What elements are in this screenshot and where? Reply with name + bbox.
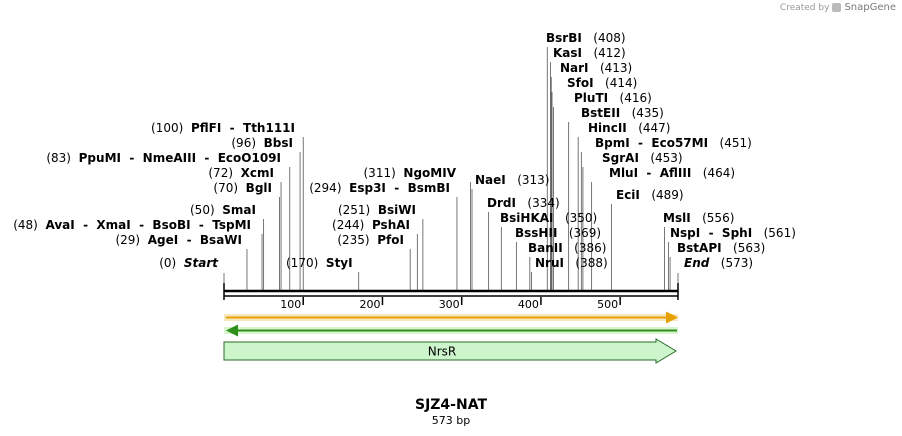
snapgene-credit: Created by SnapGene (780, 2, 896, 13)
site-label[interactable]: HincII (447) (588, 121, 670, 135)
ruler-tick-label: 500 (597, 298, 618, 311)
construct-length: 573 bp (431, 414, 471, 427)
site-label[interactable]: (72) XcmI (208, 166, 274, 180)
site-label[interactable]: BstEII (435) (581, 106, 664, 120)
sequence-backbone (223, 283, 679, 300)
site-label[interactable]: BstAPI (563) (677, 241, 765, 255)
site-label[interactable]: NarI (413) (560, 61, 632, 75)
site-label[interactable]: (70) BglI (213, 181, 272, 195)
site-label[interactable]: (48) AvaI - XmaI - BsoBI - TspMI (13, 218, 251, 232)
site-label[interactable]: EciI (489) (616, 188, 684, 202)
site-tick-lines (223, 47, 679, 290)
site-label[interactable]: (29) AgeI - BsaWI (115, 233, 242, 247)
feature-strand-forward (224, 311, 678, 324)
site-label[interactable]: (96) BbsI (231, 136, 293, 150)
site-label[interactable]: (50) SmaI (190, 203, 256, 217)
site-label[interactable]: NspI - SphI (561) (670, 226, 796, 240)
ruler-tick-label: 200 (359, 298, 380, 311)
site-label[interactable]: BsrBI (408) (546, 31, 626, 45)
site-label[interactable]: PluTI (416) (574, 91, 652, 105)
site-label[interactable]: BanII (386) (528, 241, 606, 255)
site-label[interactable]: (83) PpuMI - NmeAIII - EcoO109I (46, 151, 281, 165)
ruler-tick-label: 300 (439, 298, 460, 311)
snapgene-logo-icon (832, 3, 842, 12)
site-label[interactable]: (311) NgoMIV (364, 166, 457, 180)
ruler-tick-label: 100 (280, 298, 301, 311)
site-labels: (0) Start (29) AgeI - BsaWI(48) AvaI - Xm… (13, 31, 796, 270)
feature-nrsr[interactable]: NrsR (223, 338, 677, 364)
site-label[interactable]: BsiHKAI (350) (500, 211, 597, 225)
site-label[interactable]: End (573) (684, 256, 753, 270)
site-label[interactable]: (294) Esp3I - BsmBI (309, 181, 450, 195)
site-label[interactable]: (251) BsiWI (338, 203, 416, 217)
site-label[interactable]: MluI - AflIII (464) (609, 166, 735, 180)
feature-nrsr-label: NrsR (428, 345, 457, 359)
site-label[interactable]: BpmI - Eco57MI (451) (595, 136, 752, 150)
ruler: 100 200 300 400 500 (280, 297, 621, 311)
site-label[interactable]: BssHII (369) (515, 226, 601, 240)
site-label[interactable]: (100) PflFI - Tth111I (151, 121, 295, 135)
credit-brand: SnapGene (844, 2, 896, 13)
ruler-tick-label: 400 (518, 298, 539, 311)
feature-nrsr-arrow[interactable] (223, 338, 677, 364)
site-label[interactable]: NruI (388) (535, 256, 608, 270)
site-label[interactable]: KasI (412) (553, 46, 626, 60)
construct-title: SJZ4-NAT (414, 397, 487, 413)
credit-prefix: Created by (779, 2, 830, 13)
site-label[interactable]: (244) PshAI (332, 218, 410, 232)
site-label[interactable]: SfoI (414) (567, 76, 637, 90)
site-label[interactable]: MslI (556) (663, 211, 734, 225)
site-label[interactable]: (0) Start (159, 256, 219, 270)
feature-strand-reverse (224, 324, 678, 337)
site-label[interactable]: (235) PfoI (337, 233, 404, 247)
site-label[interactable]: (170) StyI (286, 256, 353, 270)
site-label[interactable]: SgrAI (453) (602, 151, 683, 165)
site-label[interactable]: NaeI (313) (475, 173, 549, 187)
site-label[interactable]: DrdI (334) (487, 196, 560, 210)
